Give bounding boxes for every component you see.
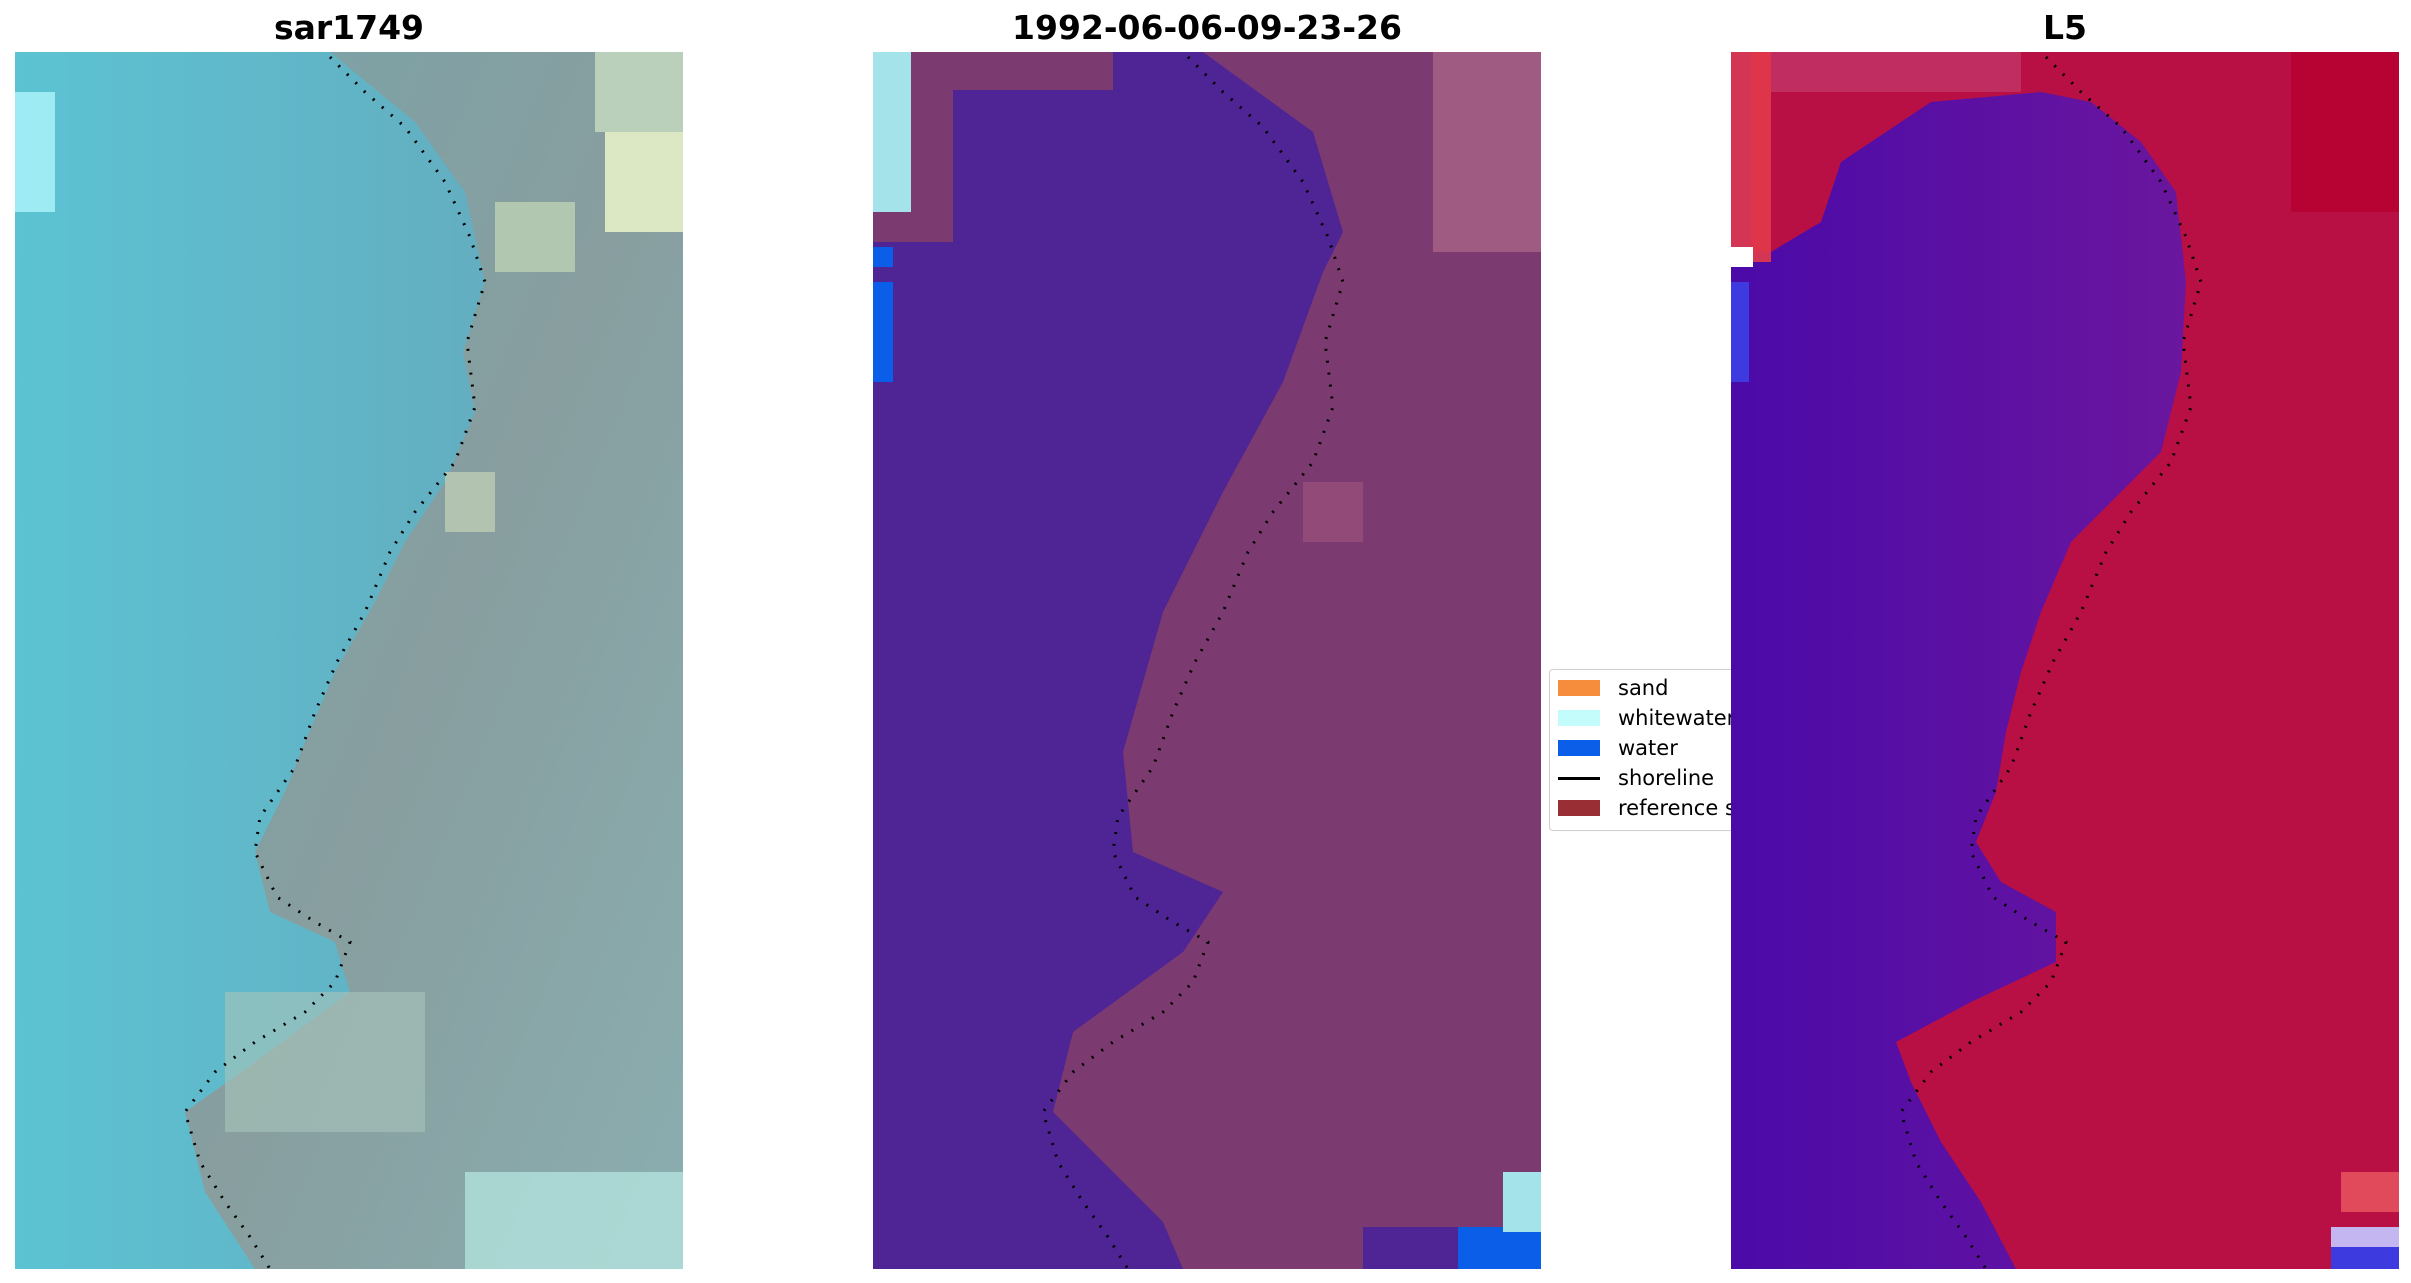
panel-title-classified: 1992-06-06-09-23-26 — [1012, 8, 1402, 47]
legend-item-sand: sand — [1558, 674, 1668, 702]
whitewater-swatch-icon — [1558, 710, 1600, 726]
legend: sand whitewater water shoreline referenc… — [1549, 669, 1737, 831]
legend-item-shoreline: shoreline — [1558, 764, 1714, 792]
sand-swatch-icon — [1558, 680, 1600, 696]
water-swatch-icon — [1558, 740, 1600, 756]
legend-item-whitewater: whitewater — [1558, 704, 1735, 732]
legend-item-reference: reference s — [1558, 794, 1736, 822]
legend-item-water: water — [1558, 734, 1678, 762]
sar-image-panel — [15, 52, 683, 1269]
index-image — [1731, 52, 2399, 1269]
shoreline-line-icon — [1558, 776, 1600, 780]
classified-image-panel — [873, 52, 1541, 1269]
sar-image — [15, 52, 683, 1269]
panel-title-index: L5 — [2043, 8, 2087, 47]
reference-swatch-icon — [1558, 800, 1600, 816]
classified-image — [873, 52, 1541, 1269]
panel-title-sar: sar1749 — [273, 8, 425, 47]
index-image-panel — [1731, 52, 2399, 1269]
